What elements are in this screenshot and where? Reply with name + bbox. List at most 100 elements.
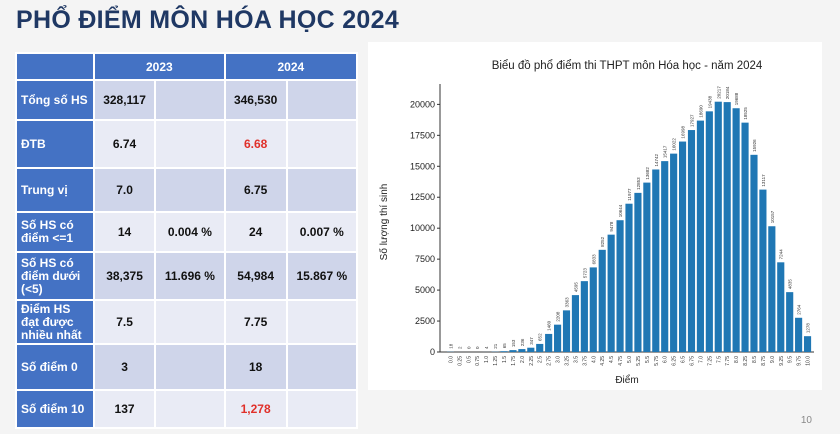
score-distribution-chart: Biểu đồ phổ điểm thi THPT môn Hóa học - … (368, 42, 822, 390)
bar-value-label: 7244 (779, 249, 784, 260)
value-2023: 6.74 (92, 119, 157, 169)
bar-value-label: 3363 (565, 297, 570, 308)
bar-value-label: 13682 (645, 167, 650, 180)
page-number: 10 (800, 415, 812, 426)
percent-2023: 11.696 % (154, 251, 226, 301)
bar (580, 281, 588, 352)
y-tick-label: 15000 (410, 161, 435, 171)
bar-value-label: 19688 (734, 92, 739, 105)
x-tick-label: 2.5 (538, 356, 544, 363)
x-axis-label: Điểm (615, 374, 638, 386)
x-tick-label: 8.0 (734, 356, 740, 363)
value-2024: 346,530 (223, 79, 288, 121)
bar-value-label: 10644 (618, 204, 623, 217)
percent-2023 (154, 119, 226, 169)
x-tick-label: 9.75 (797, 356, 803, 366)
percent-2024 (285, 119, 359, 169)
bar (607, 234, 615, 352)
x-tick-label: 1.75 (511, 356, 517, 366)
x-tick-label: 9.25 (779, 356, 785, 366)
percent-2024 (285, 299, 359, 345)
bar (527, 347, 535, 352)
table-row: Trung vị 7.0 6.75 (15, 167, 359, 213)
percent-2023 (154, 167, 226, 213)
bar (625, 203, 633, 352)
y-tick-label: 12500 (410, 192, 435, 202)
bar-value-label: 153 (511, 339, 516, 347)
bar-value-label: 0 (466, 346, 471, 349)
bar (652, 169, 660, 352)
bar (741, 122, 749, 353)
y-tick-label: 2500 (415, 316, 435, 326)
x-tick-label: 1.25 (493, 356, 499, 366)
x-tick-label: 5.0 (627, 356, 633, 363)
bar-value-label: 10157 (770, 210, 775, 223)
table-row: Số điểm 10 137 1,278 (15, 389, 359, 429)
x-tick-label: 7.75 (725, 356, 731, 366)
bar-value-label: 12853 (636, 177, 641, 190)
bar (696, 120, 704, 352)
bar-value-label: 19438 (707, 95, 712, 108)
x-tick-label: 5.25 (636, 356, 642, 366)
y-tick-label: 20000 (410, 99, 435, 109)
value-2024: 1,278 (223, 389, 288, 429)
bar (661, 161, 669, 352)
bar (562, 310, 571, 352)
bar-value-label: 14742 (654, 153, 659, 166)
bar-value-label: 15926 (752, 139, 757, 152)
header-empty (15, 52, 95, 81)
x-tick-label: 9.0 (770, 356, 776, 363)
percent-2023 (154, 343, 226, 391)
x-tick-label: 6.25 (672, 356, 678, 366)
x-tick-label: 2.75 (547, 356, 553, 366)
x-tick-label: 4.5 (609, 356, 615, 363)
x-tick-label: 0.5 (466, 356, 472, 363)
row-label: ĐTB (15, 119, 95, 169)
bar-value-label: 2764 (797, 304, 802, 315)
bar (803, 336, 812, 352)
percent-2023 (154, 299, 226, 345)
bar-value-label: 18525 (743, 107, 748, 120)
bar-value-label: 0 (475, 346, 480, 349)
y-tick-label: 5000 (415, 285, 435, 295)
x-tick-label: 2.0 (520, 356, 526, 363)
x-tick-label: 6.75 (689, 356, 695, 366)
value-2023: 7.0 (92, 167, 157, 213)
x-tick-label: 6.5 (681, 356, 687, 363)
x-tick-label: 3.0 (556, 356, 562, 363)
bar-value-label: 1460 (547, 320, 552, 331)
bar (598, 249, 606, 352)
x-tick-label: 4.25 (600, 356, 606, 366)
bar (768, 226, 776, 352)
bar (732, 108, 740, 353)
table-row: ĐTB 6.74 6.68 (15, 119, 359, 169)
x-tick-label: 3.5 (573, 356, 579, 363)
table-row: Số HS có điểm <=1 14 0.004 % 24 0.007 % (15, 211, 359, 253)
percent-2024 (285, 389, 359, 429)
bar (705, 111, 713, 352)
x-tick-label: 1.5 (502, 356, 508, 363)
x-tick-label: 7.25 (707, 356, 713, 366)
header-2023: 2023 (93, 52, 226, 81)
bar-value-label: 13117 (761, 174, 766, 187)
bar (786, 292, 794, 352)
bar-value-label: 9478 (609, 221, 614, 232)
value-2024: 7.75 (223, 299, 288, 345)
bar-value-label: 4595 (573, 282, 578, 293)
score-stats-table: 2023 2024 Tổng số HS 328,117 346,530 ĐTB 6.7… (15, 52, 359, 429)
value-2024: 24 (223, 211, 288, 253)
percent-2024 (285, 343, 359, 391)
bar (500, 351, 508, 352)
bar-value-label: 652 (538, 333, 543, 341)
x-tick-label: 3.25 (565, 356, 571, 366)
bar-value-label: 1278 (806, 323, 811, 334)
x-tick-label: 7.0 (698, 356, 704, 363)
bar-value-label: 18 (448, 343, 453, 349)
bar (714, 101, 722, 352)
y-tick-label: 0 (430, 347, 435, 357)
bar-value-label: 18690 (698, 105, 703, 118)
percent-2023 (154, 79, 226, 121)
bar (509, 350, 517, 352)
bar (571, 295, 580, 352)
row-label: Tổng số HS (15, 79, 95, 121)
